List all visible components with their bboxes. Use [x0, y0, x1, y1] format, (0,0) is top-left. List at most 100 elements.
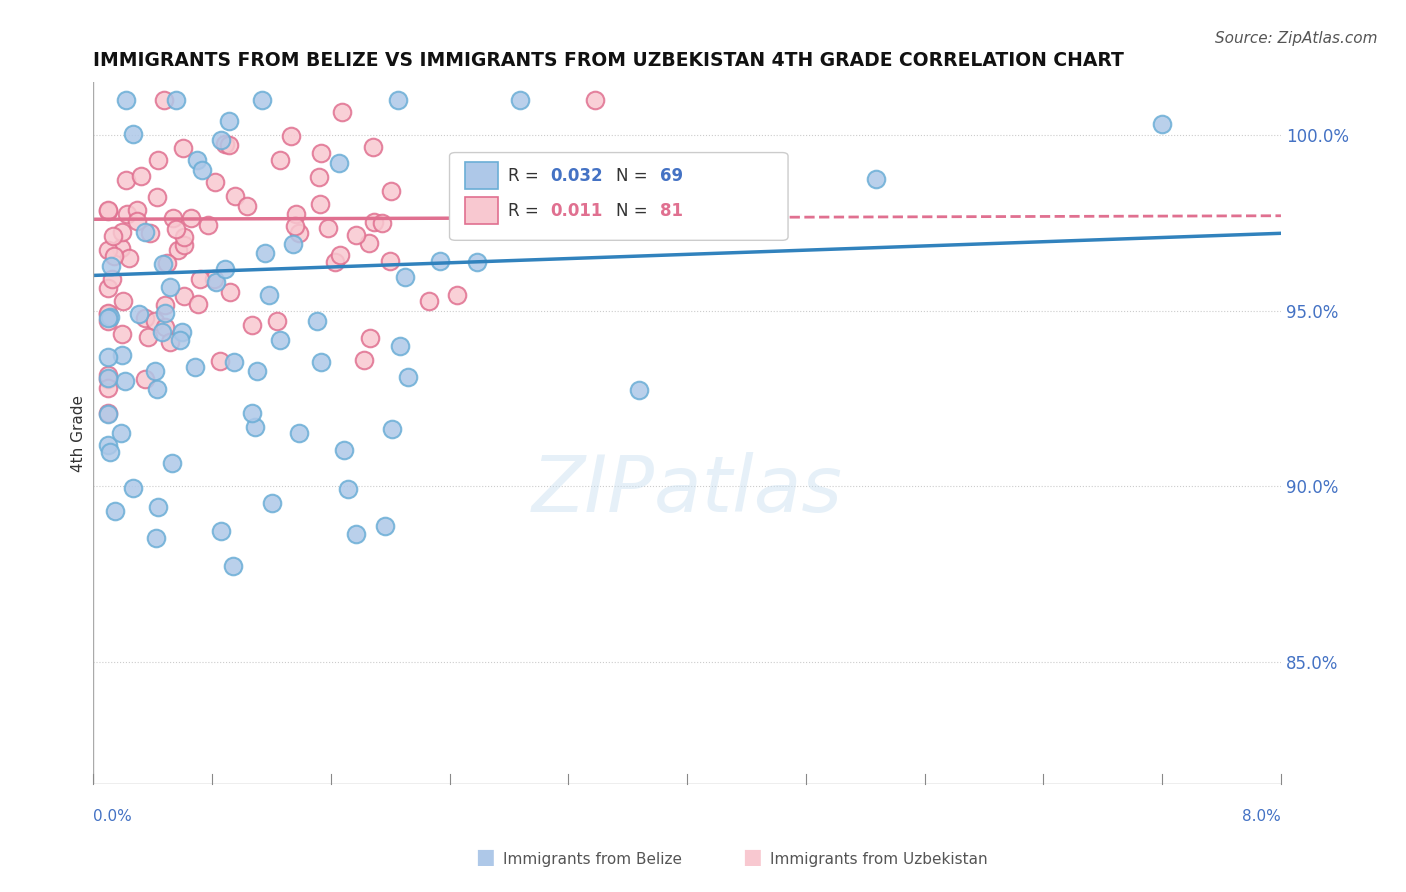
Text: ■: ■: [742, 847, 762, 867]
Text: 0.0%: 0.0%: [93, 809, 132, 824]
Text: 69: 69: [659, 167, 683, 185]
Point: [344, 527, 367, 541]
Point: [97, 406, 120, 420]
Point: [97, 437, 120, 451]
Point: [359, 331, 381, 345]
Point: [363, 215, 385, 229]
Point: [446, 287, 468, 301]
Point: [104, 504, 127, 518]
Point: [219, 285, 242, 300]
Point: [188, 271, 211, 285]
Point: [527, 219, 550, 233]
Point: [134, 310, 156, 325]
Point: [371, 216, 394, 230]
Point: [103, 249, 125, 263]
Point: [160, 456, 183, 470]
Point: [97, 204, 120, 219]
Point: [173, 230, 195, 244]
Point: [143, 313, 166, 327]
Point: [110, 241, 132, 255]
Point: [121, 481, 143, 495]
Point: [197, 219, 219, 233]
Point: [224, 188, 246, 202]
Point: [865, 171, 887, 186]
Point: [186, 153, 208, 168]
Point: [374, 519, 396, 533]
Point: [214, 262, 236, 277]
Point: [509, 93, 531, 107]
Point: [209, 133, 232, 147]
Point: [280, 128, 302, 143]
Point: [328, 155, 350, 169]
Point: [180, 211, 202, 225]
Point: [288, 226, 311, 240]
Point: [387, 94, 409, 108]
Point: [235, 198, 257, 212]
Point: [344, 228, 367, 243]
Point: [169, 333, 191, 347]
Point: [117, 207, 139, 221]
Bar: [465, 162, 498, 189]
Point: [101, 229, 124, 244]
Point: [153, 319, 176, 334]
Point: [311, 146, 333, 161]
Point: [97, 407, 120, 421]
Point: [97, 310, 120, 325]
Point: [114, 374, 136, 388]
Point: [155, 298, 177, 312]
Point: [388, 339, 411, 353]
Point: [363, 140, 385, 154]
Point: [308, 170, 330, 185]
Point: [204, 175, 226, 189]
Text: 8.0%: 8.0%: [1243, 809, 1281, 824]
Point: [165, 221, 187, 235]
Bar: [465, 197, 498, 224]
Point: [111, 326, 134, 341]
Point: [332, 443, 354, 458]
Point: [316, 221, 339, 235]
Point: [111, 348, 134, 362]
Point: [167, 243, 190, 257]
Point: [127, 202, 149, 217]
Point: [221, 558, 243, 573]
Text: 0.032: 0.032: [551, 167, 603, 185]
Point: [353, 352, 375, 367]
Point: [308, 197, 330, 211]
Point: [257, 288, 280, 302]
Point: [218, 113, 240, 128]
Point: [190, 162, 212, 177]
Point: [224, 355, 246, 369]
Point: [208, 354, 231, 368]
Point: [128, 308, 150, 322]
Point: [583, 93, 606, 107]
Point: [245, 420, 267, 434]
Text: Immigrants from Belize: Immigrants from Belize: [503, 852, 682, 867]
Point: [250, 93, 273, 107]
Point: [596, 214, 619, 228]
Point: [309, 355, 332, 369]
Point: [112, 293, 135, 308]
Text: Immigrants from Uzbekistan: Immigrants from Uzbekistan: [770, 852, 988, 867]
Point: [209, 524, 232, 538]
Point: [262, 495, 284, 509]
Point: [97, 306, 120, 320]
Point: [146, 500, 169, 514]
Point: [253, 245, 276, 260]
Point: [323, 255, 346, 269]
Point: [1152, 118, 1174, 132]
Point: [202, 272, 225, 286]
Point: [100, 272, 122, 286]
Point: [139, 226, 162, 240]
Point: [332, 105, 354, 120]
Point: [152, 93, 174, 107]
Point: [134, 225, 156, 239]
Point: [97, 350, 120, 364]
Point: [336, 482, 359, 496]
Point: [187, 297, 209, 311]
Point: [329, 247, 352, 261]
Point: [148, 153, 170, 167]
Point: [165, 93, 187, 107]
Point: [145, 531, 167, 545]
Point: [218, 138, 240, 153]
Point: [156, 256, 179, 270]
